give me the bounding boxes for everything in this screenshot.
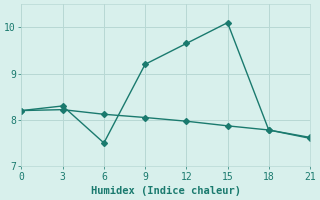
X-axis label: Humidex (Indice chaleur): Humidex (Indice chaleur) xyxy=(91,186,241,196)
